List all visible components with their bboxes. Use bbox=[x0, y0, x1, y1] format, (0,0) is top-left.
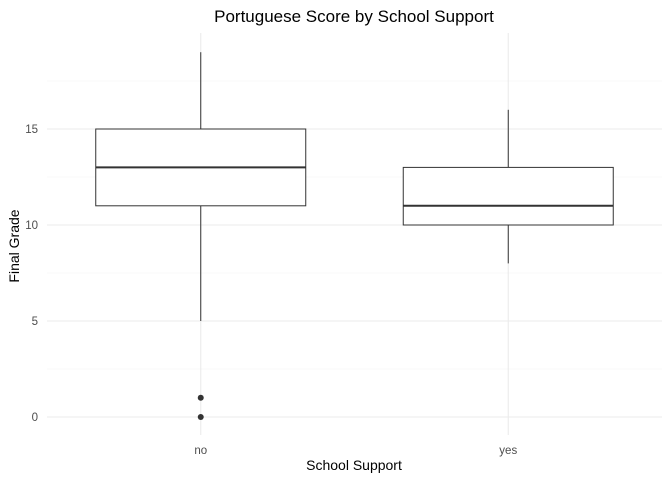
y-tick-label: 5 bbox=[32, 316, 38, 328]
boxes bbox=[95, 52, 614, 420]
y-axis-title: Final Grade bbox=[6, 209, 22, 282]
x-tick-label: yes bbox=[499, 445, 517, 457]
x-axis-title: School Support bbox=[306, 457, 402, 473]
tick-labels: 0 5 10 15 no yes bbox=[25, 124, 517, 457]
outlier-point bbox=[197, 394, 204, 401]
y-tick-label: 10 bbox=[25, 220, 38, 232]
box-no bbox=[95, 52, 307, 420]
y-tick-label: 0 bbox=[32, 412, 38, 424]
x-tick-label: no bbox=[194, 445, 207, 457]
chart-title: Portuguese Score by School Support bbox=[214, 7, 494, 26]
grid bbox=[47, 33, 662, 435]
outlier-point bbox=[197, 414, 204, 420]
box-yes bbox=[402, 109, 614, 264]
y-tick-label: 15 bbox=[25, 124, 38, 136]
iqr-box bbox=[402, 166, 614, 226]
